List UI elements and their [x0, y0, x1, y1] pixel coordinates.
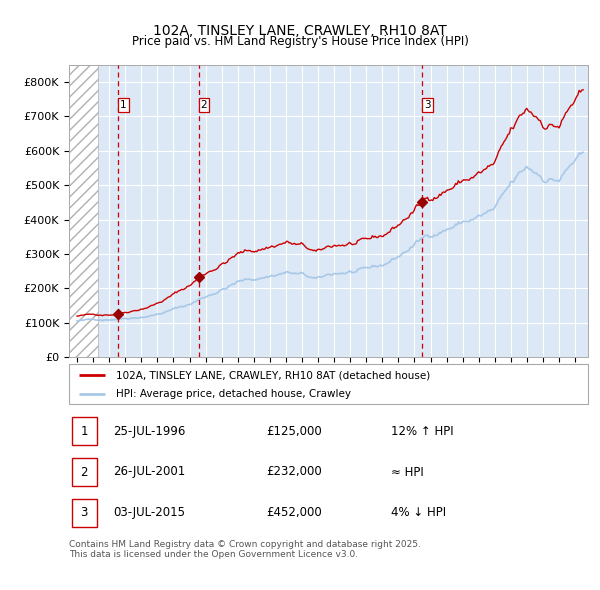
Text: ≈ HPI: ≈ HPI [391, 466, 424, 478]
Text: 1: 1 [80, 425, 88, 438]
Text: HPI: Average price, detached house, Crawley: HPI: Average price, detached house, Craw… [116, 389, 351, 399]
Text: 3: 3 [80, 506, 88, 519]
Text: £125,000: £125,000 [266, 425, 322, 438]
FancyBboxPatch shape [71, 418, 97, 445]
Text: 2: 2 [80, 466, 88, 478]
FancyBboxPatch shape [71, 499, 97, 526]
FancyBboxPatch shape [69, 364, 588, 404]
Text: 25-JUL-1996: 25-JUL-1996 [113, 425, 185, 438]
FancyBboxPatch shape [71, 458, 97, 486]
Bar [69, 65, 98, 357]
Text: 102A, TINSLEY LANE, CRAWLEY, RH10 8AT: 102A, TINSLEY LANE, CRAWLEY, RH10 8AT [153, 24, 447, 38]
Text: 4% ↓ HPI: 4% ↓ HPI [391, 506, 446, 519]
Text: Price paid vs. HM Land Registry's House Price Index (HPI): Price paid vs. HM Land Registry's House … [131, 35, 469, 48]
Text: 03-JUL-2015: 03-JUL-2015 [113, 506, 185, 519]
Text: Contains HM Land Registry data © Crown copyright and database right 2025.
This d: Contains HM Land Registry data © Crown c… [69, 540, 421, 559]
Text: 102A, TINSLEY LANE, CRAWLEY, RH10 8AT (detached house): 102A, TINSLEY LANE, CRAWLEY, RH10 8AT (d… [116, 371, 430, 381]
Text: 12% ↑ HPI: 12% ↑ HPI [391, 425, 454, 438]
Text: 2: 2 [200, 100, 207, 110]
Text: 26-JUL-2001: 26-JUL-2001 [113, 466, 185, 478]
Text: 3: 3 [424, 100, 431, 110]
Text: £452,000: £452,000 [266, 506, 322, 519]
Text: £232,000: £232,000 [266, 466, 322, 478]
Text: 1: 1 [120, 100, 127, 110]
